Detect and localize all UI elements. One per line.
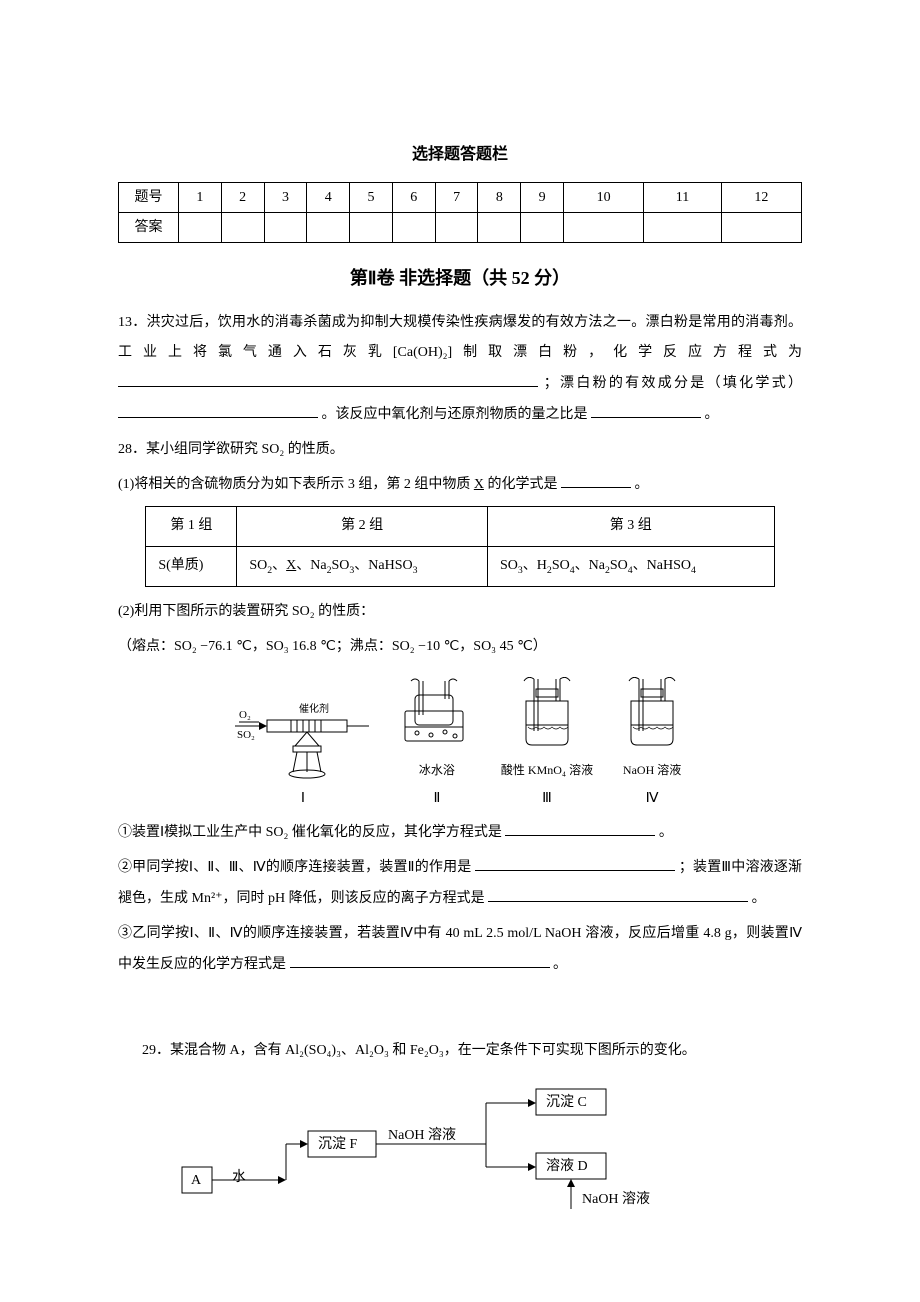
gc2: SO2、X、Na2SO3、NaHSO3 — [237, 546, 488, 586]
row-label: 题号 — [119, 183, 179, 213]
so2-label: SO₂ — [237, 729, 255, 741]
blank — [475, 854, 675, 871]
q28-i3: ③乙同学按Ⅰ、Ⅱ、Ⅳ的顺序连接装置，若装置Ⅳ中有 40 mL 2.5 mol/L… — [118, 919, 802, 981]
table-row: 第 1 组 第 2 组 第 3 组 — [146, 507, 774, 547]
col-num: 11 — [644, 183, 721, 213]
col-num: 10 — [564, 183, 644, 213]
col-num: 7 — [435, 183, 478, 213]
apparatus-diagram: O₂ SO₂ 催化剂 Ⅰ — [118, 677, 802, 812]
answer-cell — [392, 213, 435, 243]
box-D: 溶液 D — [546, 1158, 588, 1174]
roman-1: Ⅰ — [301, 786, 305, 813]
col-num: 2 — [221, 183, 264, 213]
section-2-title: 第Ⅱ卷 非选择题（共 52 分） — [118, 261, 802, 295]
q28-x: X — [474, 477, 484, 492]
row-label: 答案 — [119, 213, 179, 243]
answer-cell — [721, 213, 801, 243]
answer-cell — [644, 213, 721, 243]
q13-p2c: 。 — [705, 407, 719, 422]
i2-c: 。 — [752, 891, 766, 906]
i2-a: ②甲同学按Ⅰ、Ⅱ、Ⅲ、Ⅳ的顺序连接装置，装置Ⅱ的作用是 — [118, 860, 472, 875]
box-C: 沉淀 C — [546, 1094, 587, 1110]
blank — [118, 401, 318, 418]
answer-cell — [350, 213, 393, 243]
q28-s1-a: (1)将相关的含硫物质分为如下表所示 3 组，第 2 组中物质 — [118, 477, 470, 492]
q28-head: 28．某小组同学欲研究 SO₂ 的性质。 — [118, 435, 802, 466]
roman-3: Ⅲ — [542, 786, 552, 813]
answer-cell — [478, 213, 521, 243]
q28-i1: ①装置Ⅰ模拟工业生产中 SO₂ 催化氧化的反应，其化学方程式是 。 — [118, 818, 802, 849]
blank — [505, 820, 655, 837]
apparatus-2: 冰水浴 Ⅱ — [397, 677, 477, 812]
label-water: 水 — [232, 1169, 246, 1185]
answer-cell — [221, 213, 264, 243]
answer-cell — [179, 213, 222, 243]
gh1: 第 1 组 — [146, 507, 237, 547]
roman-2: Ⅱ — [433, 786, 440, 813]
i1-end: 。 — [659, 825, 673, 840]
answer-cell — [521, 213, 564, 243]
q28-s1: (1)将相关的含硫物质分为如下表所示 3 组，第 2 组中物质 X 的化学式是 … — [118, 470, 802, 501]
blank — [561, 471, 631, 488]
answer-grid: 题号 1 2 3 4 5 6 7 8 9 10 11 12 答案 — [118, 182, 802, 243]
table-row: 题号 1 2 3 4 5 6 7 8 9 10 11 12 — [119, 183, 802, 213]
q13-p1: 13．洪灾过后，饮用水的消毒杀菌成为抑制大规模传染性疾病爆发的有效方法之一。漂白… — [118, 315, 802, 361]
col-num: 4 — [307, 183, 350, 213]
ice-label: 冰水浴 — [419, 759, 455, 782]
answer-cell — [264, 213, 307, 243]
ice-bath-icon — [397, 677, 477, 757]
i1-a: ①装置Ⅰ模拟工业生产中 SO₂ 催化氧化的反应，其化学方程式是 — [118, 825, 502, 840]
q28-s2: (2)利用下图所示的装置研究 SO₂ 的性质： — [118, 597, 802, 628]
answer-cell — [307, 213, 350, 243]
col-num: 1 — [179, 183, 222, 213]
roman-4: Ⅳ — [646, 786, 659, 813]
q28-mp: （熔点：SO₂ −76.1 ℃，SO₃ 16.8 ℃；沸点：SO₂ −10 ℃，… — [118, 632, 802, 663]
label-naoh: NaOH 溶液 — [388, 1127, 456, 1143]
answer-grid-title: 选择题答题栏 — [118, 140, 802, 170]
box-A: A — [191, 1173, 202, 1188]
q28-s1-b: 的化学式是 — [487, 477, 557, 492]
q13-p2b: 。该反应中氧化剂与还原剂物质的量之比是 — [322, 407, 588, 422]
q29-head: 29．某混合物 A，含有 Al₂(SO₄)₃、Al₂O₃ 和 Fe₂O₃，在一定… — [118, 1036, 802, 1067]
q28-i2: ②甲同学按Ⅰ、Ⅱ、Ⅲ、Ⅳ的顺序连接装置，装置Ⅱ的作用是 ；装置Ⅲ中溶液逐渐褪色，… — [118, 853, 802, 915]
wash-bottle-icon — [512, 677, 582, 757]
blank — [290, 951, 550, 968]
gc3: SO3、H2SO4、Na2SO4、NaHSO4 — [487, 546, 774, 586]
col-num: 5 — [350, 183, 393, 213]
blank — [118, 370, 538, 387]
apparatus-4: NaOH 溶液 Ⅳ — [617, 677, 687, 812]
q13-p2a: ；漂白粉的有效成分是（填化学式） — [544, 376, 802, 391]
q28-s1-c: 。 — [634, 477, 648, 492]
o2-label: O₂ — [239, 709, 251, 721]
blank — [591, 401, 701, 418]
label-naoh2: NaOH 溶液 — [582, 1191, 650, 1207]
catalyst-label: 催化剂 — [299, 702, 329, 715]
table-row: 答案 — [119, 213, 802, 243]
blank — [488, 885, 748, 902]
group-table: 第 1 组 第 2 组 第 3 组 S(单质) SO2、X、Na2SO3、NaH… — [145, 506, 774, 587]
q13-text: 13．洪灾过后，饮用水的消毒杀菌成为抑制大规模传染性疾病爆发的有效方法之一。漂白… — [118, 308, 802, 431]
table-row: S(单质) SO2、X、Na2SO3、NaHSO3 SO3、H2SO4、Na2S… — [146, 546, 774, 586]
gc1: S(单质) — [146, 546, 237, 586]
col-num: 3 — [264, 183, 307, 213]
answer-cell — [435, 213, 478, 243]
col-num: 9 — [521, 183, 564, 213]
tube-burner-icon: O₂ SO₂ 催化剂 — [233, 702, 373, 782]
apparatus-3: 酸性 KMnO₄ 溶液 Ⅲ — [501, 677, 593, 812]
i3-b: 。 — [553, 957, 567, 972]
col-num: 8 — [478, 183, 521, 213]
flowchart: A 水 沉淀 F NaOH 溶液 沉淀 C 溶液 D NaOH 溶液 — [178, 1081, 802, 1222]
gh3: 第 3 组 — [487, 507, 774, 547]
flowchart-svg: A 水 沉淀 F NaOH 溶液 沉淀 C 溶液 D NaOH 溶液 — [178, 1081, 698, 1211]
kmno4-label: 酸性 KMnO₄ 溶液 — [501, 759, 593, 782]
answer-cell — [564, 213, 644, 243]
gh2: 第 2 组 — [237, 507, 488, 547]
apparatus-1: O₂ SO₂ 催化剂 Ⅰ — [233, 702, 373, 813]
col-num: 6 — [392, 183, 435, 213]
col-num: 12 — [721, 183, 801, 213]
naoh-label: NaOH 溶液 — [623, 759, 681, 782]
box-F: 沉淀 F — [318, 1136, 357, 1152]
wash-bottle-icon — [617, 677, 687, 757]
